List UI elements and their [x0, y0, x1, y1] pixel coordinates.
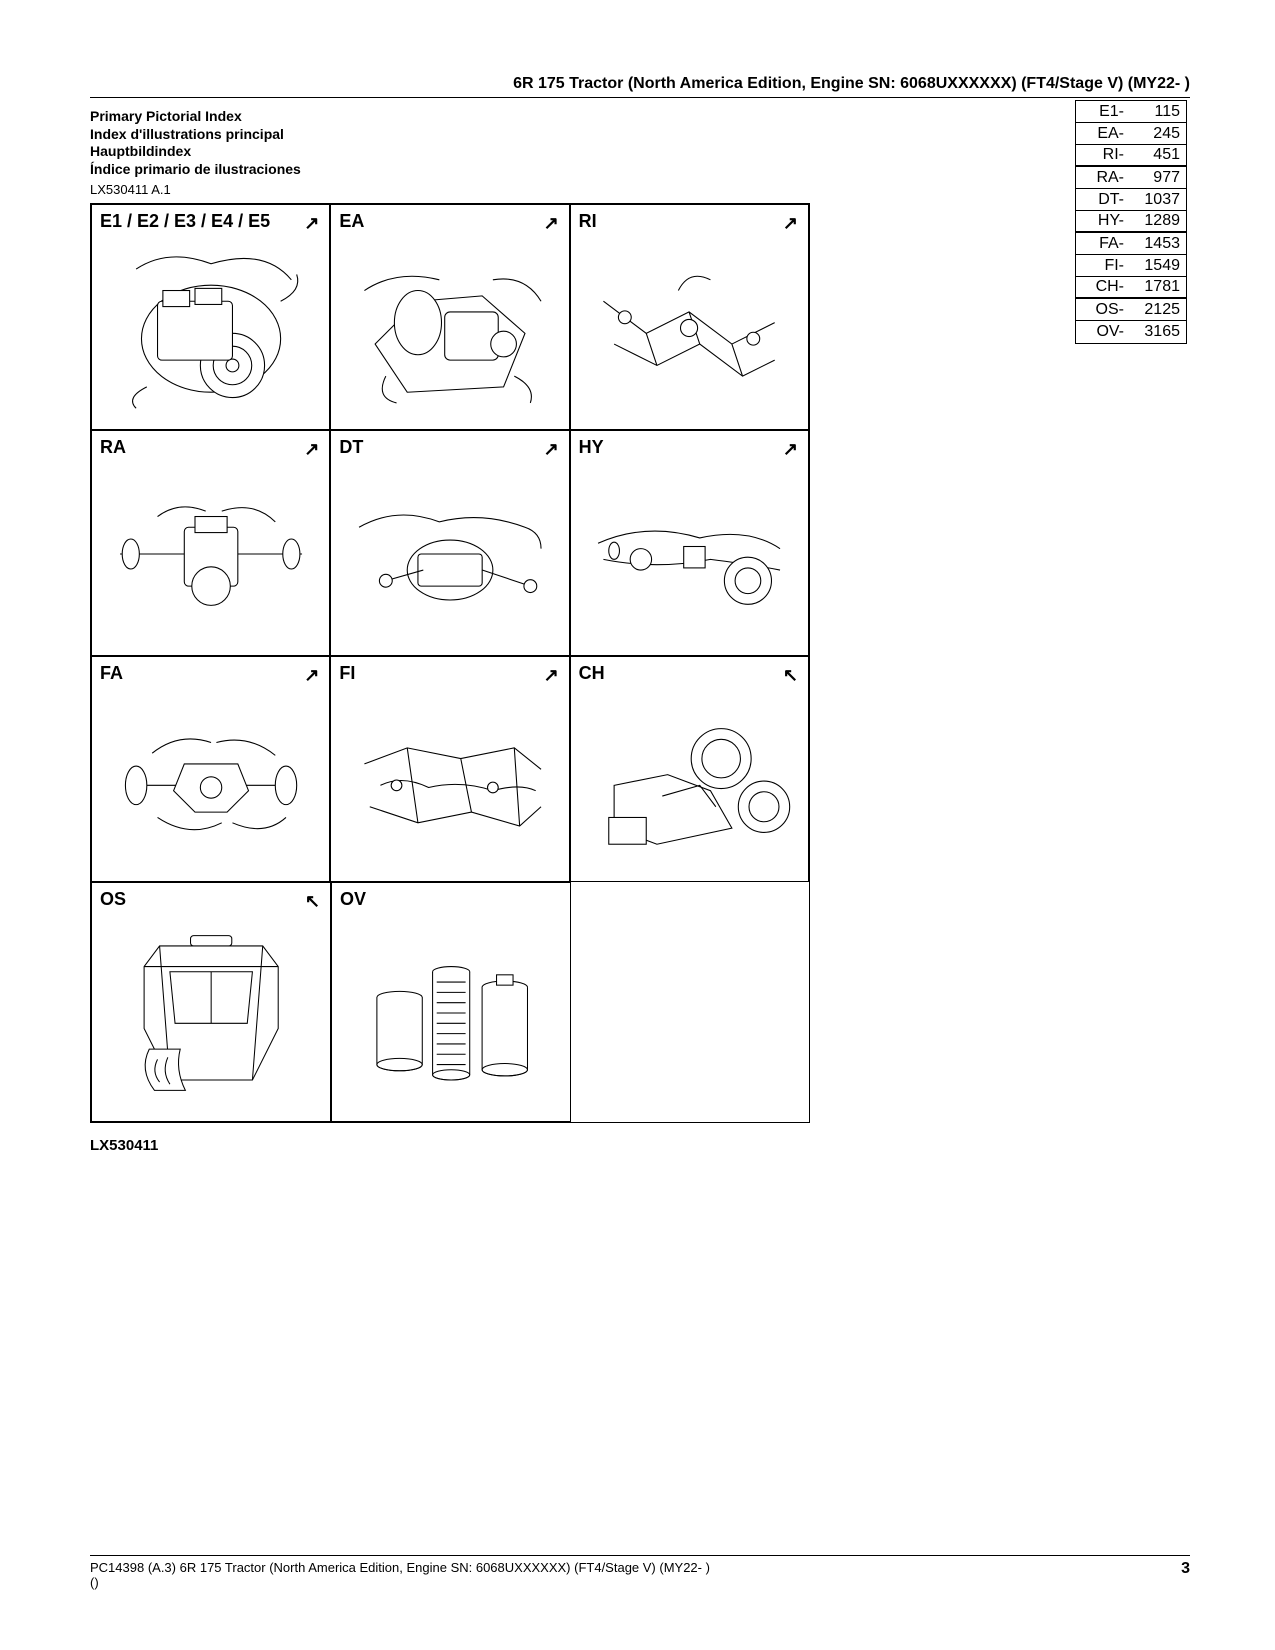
cell-os[interactable]: OS ↖ [91, 882, 331, 1122]
index-value: 2125 [1128, 301, 1186, 319]
cell-ov[interactable]: OV [331, 882, 571, 1122]
cell-label: RI [579, 211, 597, 232]
index-value: 1549 [1128, 257, 1186, 275]
arrow-icon: ↗ [304, 665, 319, 686]
linkage-illustration [581, 237, 798, 419]
cell-fi[interactable]: FI ↗ [330, 656, 569, 882]
frame-illustration [341, 689, 558, 871]
chassis-illustration [581, 689, 798, 871]
index-value: 1781 [1128, 278, 1186, 296]
cell-ch[interactable]: CH ↖ [570, 656, 809, 882]
cell-label: CH [579, 663, 605, 684]
engine-illustration [102, 237, 319, 419]
index-row[interactable]: FA-1453 [1076, 233, 1186, 255]
cell-label: FA [100, 663, 123, 684]
cell-label: FI [339, 663, 355, 684]
index-value: 3165 [1128, 323, 1186, 341]
document-title: 6R 175 Tractor (North America Edition, E… [90, 75, 1190, 98]
rear-axle-illustration [102, 463, 319, 645]
cell-label: OV [340, 889, 366, 910]
arrow-icon: ↗ [544, 213, 559, 234]
index-row[interactable]: E1-115 [1076, 101, 1186, 123]
subtitle-de: Hauptbildindex [90, 143, 1190, 161]
footer-text: PC14398 (A.3) 6R 175 Tractor (North Amer… [90, 1560, 710, 1575]
footer-text-2: () [90, 1575, 99, 1590]
arrow-icon: ↖ [305, 891, 320, 912]
index-row[interactable]: DT-1037 [1076, 189, 1186, 211]
cell-label: RA [100, 437, 126, 458]
index-label: DT- [1076, 191, 1128, 209]
cell-label: E1 / E2 / E3 / E4 / E5 [100, 211, 270, 232]
bottom-reference: LX530411 [90, 1137, 1190, 1154]
subtitle-ref: LX530411 A.1 [90, 182, 1190, 197]
hydraulic-illustration [581, 463, 798, 645]
index-row[interactable]: FI-1549 [1076, 255, 1186, 277]
index-row[interactable]: HY-1289 [1076, 211, 1186, 233]
arrow-icon: ↗ [304, 213, 319, 234]
cell-ea[interactable]: EA ↗ [330, 204, 569, 430]
filters-illustration [342, 915, 560, 1111]
index-row[interactable]: OS-2125 [1076, 299, 1186, 321]
index-label: FA- [1076, 235, 1128, 253]
pictorial-grid: E1 / E2 / E3 / E4 / E5 ↗ [90, 203, 810, 1123]
subtitle-block: Primary Pictorial Index Index d'illustra… [90, 108, 1190, 178]
front-axle-illustration [102, 689, 319, 871]
index-label: HY- [1076, 212, 1128, 230]
index-label: EA- [1076, 125, 1128, 143]
cab-illustration [102, 915, 320, 1111]
subtitle-en: Primary Pictorial Index [90, 108, 1190, 126]
index-value: 451 [1128, 146, 1186, 164]
index-value: 1289 [1128, 212, 1186, 230]
drivetrain-illustration [341, 463, 558, 645]
index-label: RI- [1076, 146, 1128, 164]
cell-e1[interactable]: E1 / E2 / E3 / E4 / E5 ↗ [91, 204, 330, 430]
index-value: 115 [1128, 103, 1186, 121]
subtitle-fr: Index d'illustrations principal [90, 126, 1190, 144]
arrow-icon: ↖ [783, 665, 798, 686]
cell-label: DT [339, 437, 363, 458]
index-value: 1037 [1128, 191, 1186, 209]
index-row[interactable]: EA-245 [1076, 123, 1186, 145]
subtitle-es: Índice primario de ilustraciones [90, 161, 1190, 179]
cell-hy[interactable]: HY ↗ [570, 430, 809, 656]
arrow-icon: ↗ [783, 439, 798, 460]
transmission-illustration [341, 237, 558, 419]
cell-label: EA [339, 211, 364, 232]
cell-fa[interactable]: FA ↗ [91, 656, 330, 882]
arrow-icon: ↗ [544, 665, 559, 686]
index-value: 245 [1128, 125, 1186, 143]
index-value: 1453 [1128, 235, 1186, 253]
index-row[interactable]: CH-1781 [1076, 277, 1186, 299]
index-row[interactable]: OV-3165 [1076, 321, 1186, 343]
index-row[interactable]: RA-977 [1076, 167, 1186, 189]
index-label: OV- [1076, 323, 1128, 341]
arrow-icon: ↗ [783, 213, 798, 234]
index-label: RA- [1076, 169, 1128, 187]
index-label: CH- [1076, 278, 1128, 296]
cell-ri[interactable]: RI ↗ [570, 204, 809, 430]
cell-dt[interactable]: DT ↗ [330, 430, 569, 656]
page-footer: PC14398 (A.3) 6R 175 Tractor (North Amer… [90, 1555, 1190, 1590]
arrow-icon: ↗ [304, 439, 319, 460]
index-row[interactable]: RI-451 [1076, 145, 1186, 167]
index-label: FI- [1076, 257, 1128, 275]
page-number: 3 [1181, 1560, 1190, 1590]
index-value: 977 [1128, 169, 1186, 187]
index-label: OS- [1076, 301, 1128, 319]
index-label: E1- [1076, 103, 1128, 121]
cell-ra[interactable]: RA ↗ [91, 430, 330, 656]
cell-label: HY [579, 437, 604, 458]
cell-label: OS [100, 889, 126, 910]
page-index-table: E1-115EA-245RI-451RA-977DT-1037HY-1289FA… [1075, 100, 1187, 344]
arrow-icon: ↗ [544, 439, 559, 460]
